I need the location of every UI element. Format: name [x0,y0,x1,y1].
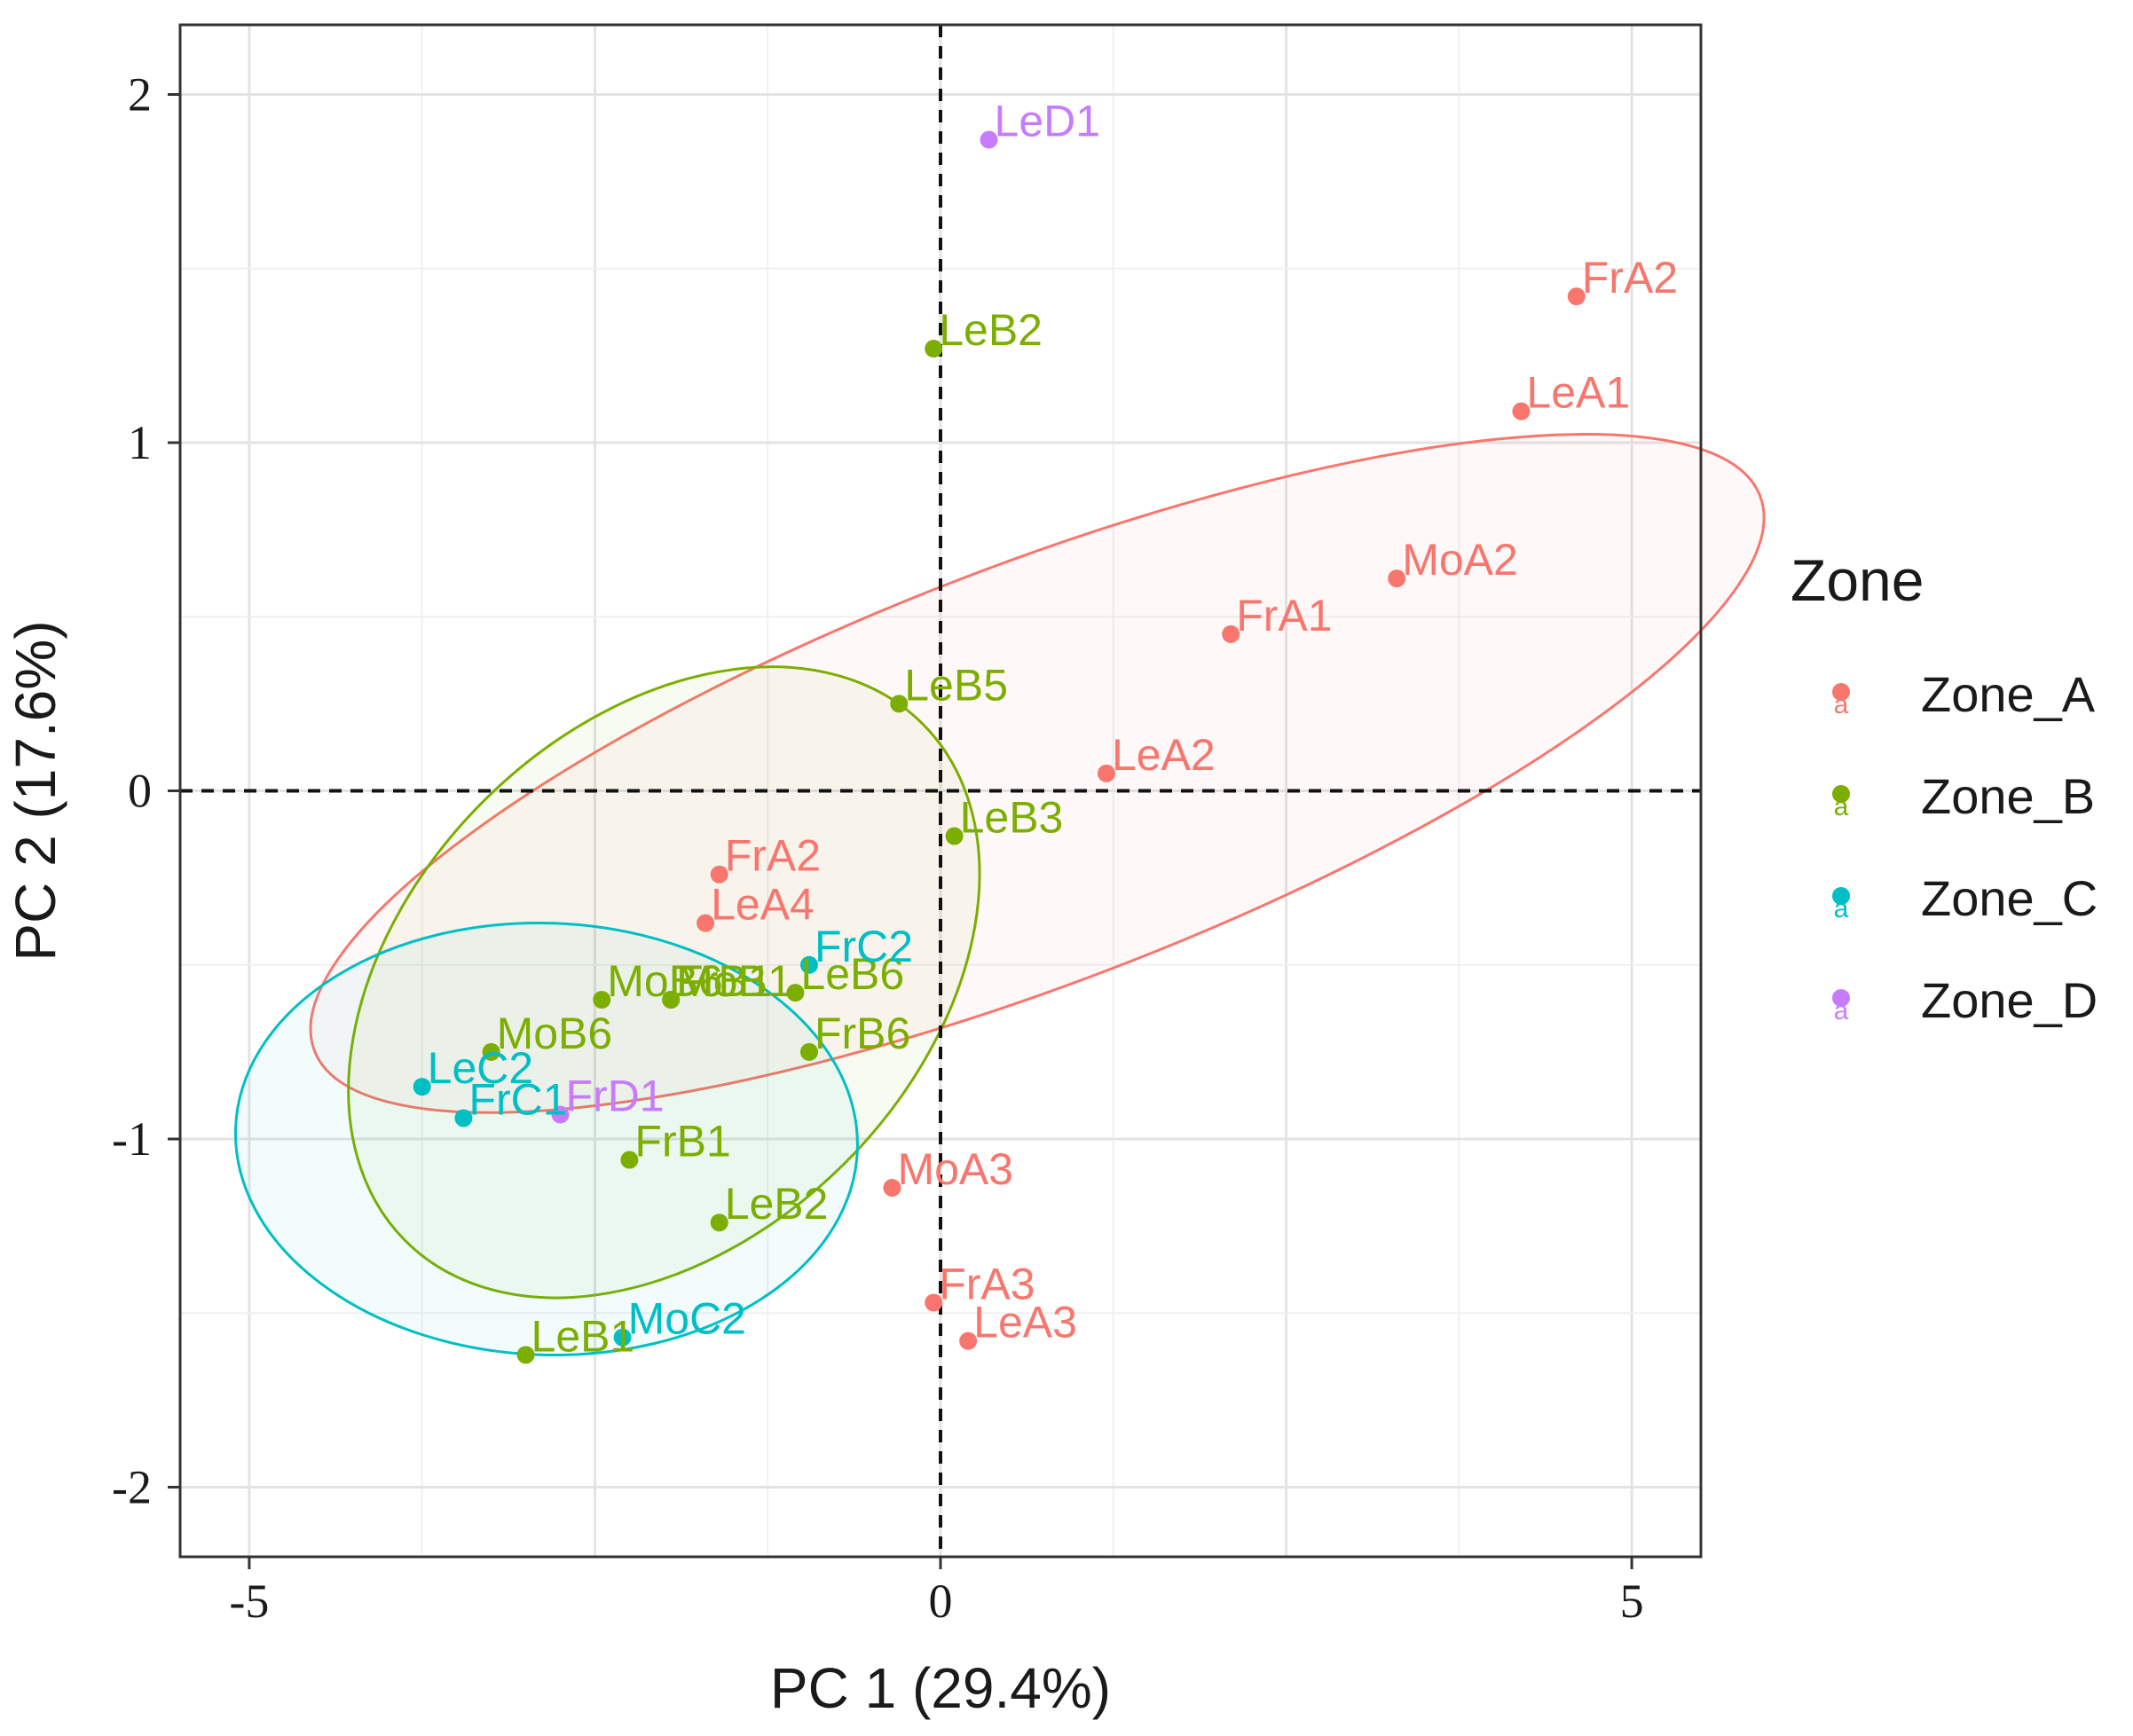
point-label: LeB2 [939,305,1043,355]
y-tick-label: 0 [128,765,152,818]
point-label: FrC2 [815,922,913,971]
legend-key-point [1832,989,1850,1007]
reference-lines [180,25,1701,1557]
data-point [945,827,964,845]
legend-label: Zone_B [1921,768,2095,824]
point-label: FrB1 [676,956,772,1006]
legend-key-glyph: a [1834,690,1849,719]
point-label: FrA3 [939,1259,1035,1308]
point-label: LeB3 [960,793,1064,843]
point-labels: FrA2LeA1MoA2FrA1LeA2FrA2LeA4MoA3FrA3LeA3… [428,97,1678,1362]
point-label: FrB6 [815,1009,910,1058]
data-point [620,1151,639,1169]
data-point [1388,570,1406,588]
data-point [551,1105,570,1124]
point-label: LeA2 [1112,730,1216,780]
legend-title: Zone [1791,547,1924,613]
data-point [662,991,681,1009]
data-point [516,1346,535,1364]
point-label: MoC2 [628,1294,746,1344]
y-tick-label: -1 [112,1112,152,1166]
data-point [613,1328,632,1347]
data-point [799,955,818,974]
x-axis-title: PC 1 (29.4%) [770,1656,1111,1720]
point-label: MoB6 [607,956,723,1006]
point-label: MoB6 [497,1009,613,1058]
data-point [925,1293,943,1312]
point-label: LeA1 [1526,368,1630,418]
legend-key-point [1832,683,1850,701]
axis-ticks: -5 0 5 -2 -1 0 1 2 [112,68,1644,1629]
legend-key-glyph: a [1834,894,1849,923]
point-label: LeB6 [800,949,904,999]
point-label: FrA2 [725,831,821,881]
data-point [1512,402,1531,420]
data-point [786,984,805,1002]
point-label: LeD1 [995,97,1101,146]
data-point [925,340,943,358]
data-point [710,1214,728,1232]
data-point [1567,287,1586,306]
point-label: LeB2 [725,1179,829,1229]
point-label: MoB1 [676,956,792,1006]
x-tick-label: 5 [1620,1575,1644,1628]
data-point [883,1178,901,1197]
ellipse-zone-c [233,921,859,1357]
point-label: LeB5 [904,660,1008,710]
data-point [959,1331,978,1350]
legend-key-point [1832,785,1850,803]
point-label: LeA3 [973,1298,1077,1347]
data-point [1222,624,1240,643]
data-point [980,130,998,149]
data-point [890,695,909,713]
legend-key-glyph: a [1834,996,1849,1025]
legend-key-glyph: a [1834,792,1849,821]
point-label: MoA3 [897,1144,1013,1194]
ellipse-zone-b [347,665,981,1300]
data-point [710,865,728,884]
point-label: FrA1 [1236,591,1332,640]
data-point [482,1042,500,1061]
point-label: FrD1 [566,1072,665,1121]
y-axis-title: PC 2 (17.6%) [4,620,67,961]
y-tick-label: 1 [128,416,152,469]
y-tick-label: -2 [112,1461,152,1514]
y-tick-label: 2 [128,68,152,122]
x-tick-label: -5 [229,1575,269,1628]
data-point [454,1109,473,1127]
point-label: LeC2 [428,1043,534,1093]
legend-key-point [1832,887,1850,905]
legend: Zone a Zone_Aa Zone_Ba Zone_Ca Zone_D [1791,547,2098,1028]
x-tick-label: 0 [929,1575,953,1628]
point-label: LeB1 [531,1311,635,1361]
data-points [413,130,1586,1364]
data-point [697,914,715,932]
data-point [1097,764,1115,782]
confidence-ellipses [233,433,1766,1357]
data-point [799,1042,818,1061]
data-point [593,991,611,1009]
legend-label: Zone_C [1921,870,2098,926]
data-point [413,1078,431,1096]
point-label: LeA4 [711,880,815,930]
point-label: FrB1 [634,1117,730,1166]
point-label: FrC1 [468,1074,567,1124]
point-label: MoA2 [1402,535,1518,585]
legend-label: Zone_D [1921,972,2098,1028]
point-label: FrA2 [1582,253,1678,302]
legend-label: Zone_A [1921,666,2096,722]
